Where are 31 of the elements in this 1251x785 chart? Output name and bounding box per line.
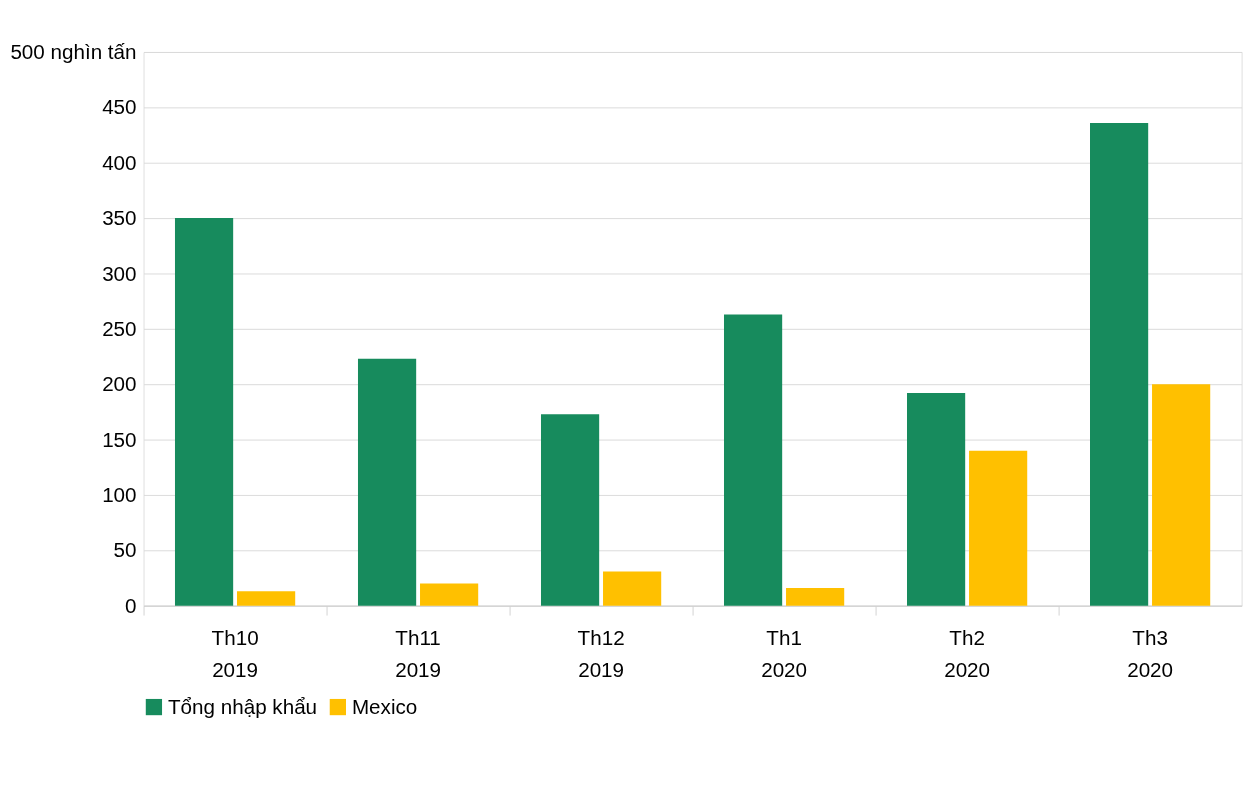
bar <box>237 591 296 606</box>
legend-label: Tổng nhập khẩu <box>167 694 318 718</box>
x-tick-label: Th10 2019 <box>211 625 259 681</box>
y-tick-label: 450 <box>102 95 137 119</box>
bar <box>420 583 479 606</box>
y-tick-label: 350 <box>102 206 137 230</box>
bar <box>357 358 417 606</box>
y-tick-label: 150 <box>102 427 137 451</box>
y-tick-label: 500 nghìn tấn <box>10 40 137 64</box>
x-tick-label: Th11 2019 <box>395 625 442 681</box>
y-tick-label: 250 <box>102 316 137 340</box>
y-tick-label: 50 <box>113 538 137 562</box>
y-tick-label: 0 <box>125 593 137 617</box>
x-tick-label: Th3 2020 <box>1127 625 1174 681</box>
x-tick-label: Th12 2019 <box>577 625 625 681</box>
bar <box>603 571 662 606</box>
bar <box>969 450 1028 606</box>
bar <box>174 218 234 606</box>
bar <box>540 414 600 606</box>
y-tick-label: 100 <box>102 483 137 507</box>
x-tick-label: Th1 2020 <box>761 625 808 681</box>
bar <box>907 393 966 606</box>
bar <box>1152 384 1211 606</box>
bar <box>723 314 783 606</box>
x-tick-label: Th2 2020 <box>944 625 991 681</box>
bar <box>1090 122 1149 606</box>
y-tick-label: 400 <box>102 150 137 174</box>
legend-label: Mexico <box>351 694 418 718</box>
bar <box>786 587 845 606</box>
y-tick-label: 200 <box>102 372 137 396</box>
y-tick-label: 300 <box>102 261 137 285</box>
